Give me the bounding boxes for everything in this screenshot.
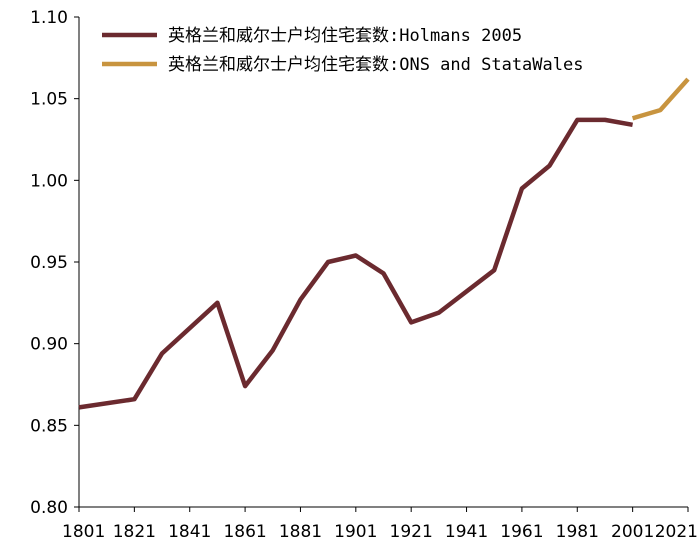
- data-point: [217, 302, 218, 303]
- data-point: [577, 119, 578, 120]
- x-tick-label: 1961: [500, 522, 543, 542]
- legend-label-1: 英格兰和威尔士户均住宅套数:Holmans 2005: [168, 26, 522, 46]
- series-line-2: [631, 77, 690, 121]
- x-tick-label: 2001: [611, 522, 654, 542]
- data-point: [383, 273, 384, 274]
- data-point: [688, 79, 689, 80]
- data-point: [494, 270, 495, 271]
- data-point: [660, 110, 661, 111]
- y-tick-label: 1.05: [30, 90, 68, 110]
- series-line-1: [78, 117, 633, 410]
- x-tick-label: 1881: [279, 522, 322, 542]
- data-point: [134, 399, 135, 400]
- x-tick-label: 2021: [655, 522, 698, 542]
- y-tick-label: 0.90: [30, 335, 68, 355]
- data-point: [355, 255, 356, 256]
- series-lines: [78, 77, 690, 410]
- axes: 0.80 0.85 0.90 0.95 1.00 1.05 1.10 1801 1821 1841…: [30, 8, 698, 542]
- y-tick-label: 0.85: [30, 416, 68, 436]
- x-tick-label: 1801: [62, 522, 105, 542]
- y-tick-label: 0.95: [30, 253, 68, 273]
- x-tick-label: 1921: [390, 522, 433, 542]
- legend: 英格兰和威尔士户均住宅套数:Holmans 2005 英格兰和威尔士户均住宅套数:…: [102, 26, 583, 75]
- data-point: [328, 262, 329, 263]
- legend-label-2: 英格兰和威尔士户均住宅套数:ONS and StataWales: [168, 55, 583, 75]
- y-tick-label: 0.80: [30, 498, 68, 518]
- x-tick-label: 1941: [445, 522, 488, 542]
- data-point: [521, 188, 522, 189]
- y-tick-label: 1.00: [30, 171, 68, 191]
- data-point: [632, 118, 633, 119]
- y-tick-label: 1.10: [30, 8, 68, 28]
- data-point: [272, 350, 273, 351]
- data-point: [162, 353, 163, 354]
- data-point: [245, 386, 246, 387]
- x-tick-label: 1821: [113, 522, 156, 542]
- data-point: [632, 124, 633, 125]
- data-point: [604, 119, 605, 120]
- x-tick-label: 1861: [223, 522, 266, 542]
- x-tick-label: 1981: [556, 522, 599, 542]
- data-point: [438, 312, 439, 313]
- x-tick-label: 1841: [168, 522, 211, 542]
- data-point: [300, 299, 301, 300]
- data-point: [411, 322, 412, 323]
- x-tick-label: 1901: [334, 522, 377, 542]
- data-point: [549, 165, 550, 166]
- data-point: [79, 407, 80, 408]
